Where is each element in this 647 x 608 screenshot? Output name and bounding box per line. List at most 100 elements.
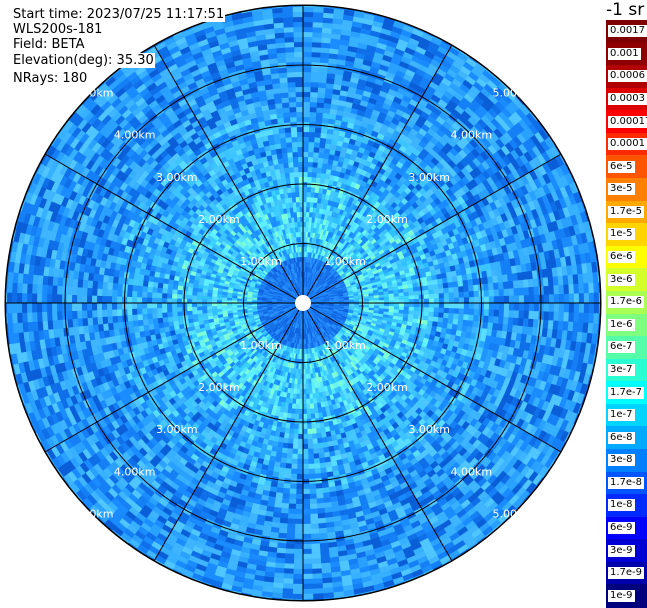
beta-cell [307, 409, 311, 415]
beta-cell [309, 384, 313, 390]
beta-cell [369, 298, 375, 301]
beta-cell [157, 308, 163, 314]
beta-cell [310, 408, 314, 414]
beta-cell [172, 298, 178, 303]
beta-cell [294, 429, 299, 435]
beta-cell [310, 197, 314, 203]
beta-cell [384, 297, 390, 300]
beta-cell [298, 237, 301, 243]
beta-cell [197, 295, 203, 299]
beta-cell [298, 439, 303, 445]
beta-cell [438, 313, 444, 319]
beta-cell [439, 303, 445, 308]
beta-cell [187, 295, 193, 300]
beta-cell [288, 157, 294, 163]
beta-cell [305, 364, 308, 370]
beta-cell [389, 297, 395, 301]
beta-cell [409, 307, 415, 311]
beta-cell [289, 172, 294, 178]
beta-cell [293, 207, 297, 213]
beta-cell [291, 413, 296, 419]
beta-cell [307, 414, 311, 420]
beta-cell [212, 309, 218, 313]
beta-cell [294, 217, 298, 223]
beta-cell [247, 305, 253, 307]
beta-cell [289, 167, 294, 173]
beta-cell [227, 305, 233, 308]
beta-cell [306, 202, 310, 208]
beta-cell [207, 306, 213, 310]
beta-cell [291, 192, 295, 198]
beta-cell [314, 408, 319, 414]
beta-cell [313, 403, 317, 409]
beta-cell [305, 374, 308, 380]
beta-cell [384, 306, 390, 309]
beta-cell [177, 294, 183, 299]
beta-cell [303, 192, 307, 198]
beta-cell [192, 299, 198, 303]
beta-cell [297, 379, 300, 385]
beta-cell [399, 303, 405, 307]
beta-cell [403, 310, 409, 314]
beta-cell [297, 212, 301, 218]
beta-cell [172, 294, 178, 299]
beta-cell [294, 172, 299, 178]
beta-cell [303, 202, 307, 208]
beta-cell [409, 295, 415, 299]
beta-cell [359, 299, 365, 302]
beta-cell [424, 307, 430, 312]
beta-cell [306, 207, 310, 213]
beta-cell [306, 399, 310, 405]
beta-cell [394, 303, 400, 307]
beta-cell [308, 167, 313, 173]
beta-cell [299, 404, 303, 410]
beta-cell [413, 291, 419, 296]
beta-cell [293, 212, 297, 218]
beta-cell [428, 312, 434, 317]
beta-cell [296, 394, 300, 400]
beta-cell [443, 313, 449, 319]
beta-cell [299, 414, 303, 420]
beta-cell [310, 399, 314, 405]
beta-cell [289, 428, 294, 434]
beta-cell [192, 307, 198, 311]
beta-cell [298, 157, 303, 163]
beta-cell [294, 424, 299, 430]
beta-cell [413, 287, 419, 292]
beta-cell [167, 293, 173, 298]
beta-cell [308, 439, 313, 445]
beta-cell [303, 197, 307, 203]
beta-cell [394, 293, 400, 297]
beta-cell [187, 299, 193, 303]
beta-cell [291, 187, 296, 193]
beta-cell [409, 303, 415, 307]
beta-cell [314, 413, 319, 419]
beta-cell [207, 296, 213, 300]
beta-cell [298, 227, 301, 233]
beta-cell [197, 299, 203, 303]
beta-cell [295, 187, 299, 193]
beta-cell [298, 424, 303, 430]
beta-cell [212, 300, 218, 303]
beta-cell [187, 314, 193, 319]
beta-cell [307, 187, 312, 193]
beta-cell [311, 423, 316, 429]
beta-cell [429, 307, 435, 312]
beta-cell [404, 296, 410, 300]
beta-cell [423, 285, 429, 290]
beta-cell [303, 444, 308, 450]
beta-cell [312, 438, 318, 444]
beta-cell [257, 304, 263, 306]
beta-cell [157, 287, 163, 293]
beta-cell [217, 297, 223, 300]
beta-cell [439, 308, 445, 313]
beta-cell [310, 403, 314, 409]
beta-cell [307, 172, 312, 178]
beta-cell [403, 288, 409, 292]
beta-cell [202, 299, 208, 303]
beta-cell [197, 310, 203, 314]
beta-cell [222, 306, 228, 309]
beta-cell [374, 298, 380, 301]
beta-cell [212, 296, 218, 300]
beta-cell [306, 404, 310, 410]
